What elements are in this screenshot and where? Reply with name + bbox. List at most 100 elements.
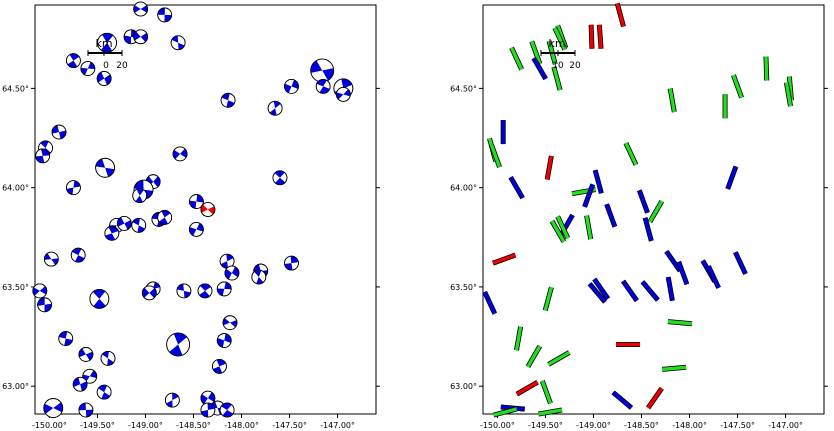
stress-bar xyxy=(731,74,744,99)
lon-tick-label: -149.00° xyxy=(576,421,611,430)
beachball xyxy=(188,194,204,209)
stress-bar xyxy=(662,365,687,372)
lon-tick-label: -147.50° xyxy=(720,421,755,430)
stress-bar xyxy=(667,319,693,326)
right-map-panel: -150.00° -149.50° -149.00° -148.50° -148.00°… xyxy=(450,2,828,430)
lon-tick-label: -148.00° xyxy=(672,421,707,430)
beachball xyxy=(216,281,232,297)
beachball xyxy=(104,225,120,241)
stress-axis-layer xyxy=(482,2,794,418)
scale-bar-label-10: 10 xyxy=(552,61,564,71)
stress-bar xyxy=(726,165,738,190)
stress-bar xyxy=(515,380,539,396)
lat-tick-label: 63.00° xyxy=(450,382,477,391)
beachball xyxy=(176,283,192,299)
scale-bar-right: km 10 20 xyxy=(540,37,581,71)
beachball xyxy=(284,255,299,271)
scale-bar-label-0: 0 xyxy=(103,61,109,71)
focal-mechanism-layer xyxy=(32,1,354,418)
beachball xyxy=(141,285,157,301)
scale-bar-unit: km xyxy=(548,37,565,50)
stress-bar xyxy=(514,326,523,351)
beachball xyxy=(37,297,53,313)
stress-bar xyxy=(584,215,593,240)
stress-bar xyxy=(588,282,607,304)
stress-bar xyxy=(483,291,497,315)
beachball xyxy=(335,86,351,102)
beachball xyxy=(78,402,94,418)
beachball xyxy=(284,79,299,94)
stress-bar xyxy=(593,169,604,194)
beachball xyxy=(89,288,110,309)
beachball xyxy=(78,347,94,362)
beachball xyxy=(96,71,112,86)
beachball xyxy=(267,100,283,116)
beachball xyxy=(222,315,238,331)
beachball xyxy=(116,215,132,231)
beachball xyxy=(315,79,331,94)
stress-bar xyxy=(530,40,542,65)
stress-bar xyxy=(641,280,660,302)
stress-bar xyxy=(666,276,675,302)
lon-tick-label: -147.00° xyxy=(320,421,355,430)
beachball xyxy=(157,7,173,23)
stress-bar xyxy=(545,155,554,180)
beachball xyxy=(66,180,81,196)
lat-tick-label: 63.00° xyxy=(2,382,29,391)
lon-tick-label: -148.50° xyxy=(624,421,659,430)
stress-bar xyxy=(597,24,603,49)
beachball xyxy=(97,32,117,53)
stress-bar xyxy=(526,345,542,368)
stress-bar xyxy=(589,24,594,49)
beachball xyxy=(188,221,204,237)
lon-tick-label: -147.50° xyxy=(272,421,307,430)
lon-tick-label: -149.00° xyxy=(128,421,163,430)
scale-bar-label-20: 20 xyxy=(116,61,128,71)
stress-bar xyxy=(550,220,566,243)
lon-tick-label: -148.00° xyxy=(224,421,259,430)
beachball xyxy=(200,202,216,217)
stress-bar xyxy=(648,200,664,223)
lon-tick-label: -150.00° xyxy=(480,421,515,430)
lon-tick-label: -148.50° xyxy=(176,421,211,430)
lat-tick-label: 63.50° xyxy=(450,283,477,292)
beachball xyxy=(272,170,288,186)
stress-bar xyxy=(547,350,571,366)
stress-bar xyxy=(489,144,502,168)
lat-tick-label: 64.00° xyxy=(450,184,477,193)
stress-bar xyxy=(664,250,682,272)
beachball xyxy=(166,332,191,357)
stress-bar xyxy=(605,203,617,228)
scale-bar-left: km 0 20 xyxy=(87,37,128,71)
stress-bar xyxy=(621,280,639,302)
stress-bar xyxy=(510,47,524,71)
beachball xyxy=(58,331,74,346)
beachball xyxy=(212,358,227,374)
beachball xyxy=(133,1,149,17)
stress-bar xyxy=(509,176,525,199)
beachball xyxy=(70,247,86,263)
lon-tick-label: -147.00° xyxy=(768,421,803,430)
stress-bar xyxy=(592,278,610,300)
stress-bar xyxy=(556,215,570,239)
beachball xyxy=(219,402,235,418)
left-axis-ticks: -150.00° -149.50° -149.00° -148.50° -148.00°… xyxy=(2,84,380,430)
stress-bar xyxy=(637,189,650,214)
beachball xyxy=(172,146,188,162)
right-axis-ticks: -150.00° -149.50° -149.00° -148.50° -148.00°… xyxy=(450,84,828,430)
scale-bar-label-20: 20 xyxy=(569,61,581,71)
beachball xyxy=(131,217,147,233)
stress-bar xyxy=(764,56,769,81)
lon-tick-label: -150.00° xyxy=(32,421,67,430)
beachball xyxy=(170,35,186,51)
stress-bar xyxy=(733,251,748,275)
stress-bar xyxy=(643,217,653,242)
stress-bar xyxy=(532,57,548,80)
beachball xyxy=(51,124,67,140)
stress-bar xyxy=(492,253,516,265)
stress-bar xyxy=(553,27,567,51)
stress-bar xyxy=(538,408,563,416)
beachball xyxy=(43,251,59,267)
beachball xyxy=(164,392,180,408)
beachball xyxy=(157,210,173,225)
